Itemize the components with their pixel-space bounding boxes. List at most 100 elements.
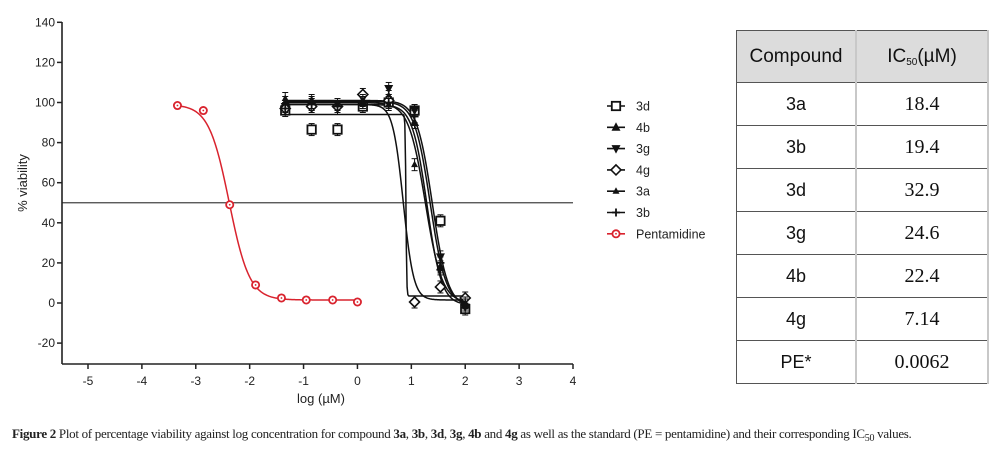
point-pentamidine-center [202,109,205,112]
header-compound: Compound [736,30,857,83]
point-3b [461,301,470,310]
table-row: 4b 22.4 [736,254,989,298]
legend-label-3d: 3d [636,100,650,114]
caption-compound: 3d [430,426,444,441]
legend-marker-4g [609,163,623,177]
caption-sub: 50 [864,433,875,444]
figure-caption: Figure 2 Plot of percentage viability ag… [12,426,912,444]
point-3b [410,112,419,121]
dose-response-chart: -20 0 20 40 60 80 100 120 140 -5 -4 -3 -2 -1 0 1 2 3 4 % v… [15,15,706,406]
cell-ic50: 32.9 [855,168,989,212]
cell-ic50: 24.6 [855,211,989,255]
cell-ic50: 19.4 [855,125,989,169]
y-tick-label: 140 [35,15,55,29]
legend-marker-4b [611,122,621,131]
x-tick-label: 1 [408,374,415,388]
ic50-table: Compound IC50(µM) 3a 18.4 3b 19.4 3d 32.9 3g 24… [736,30,989,384]
cell-compound: 3b [736,125,857,169]
figure-label: Figure 2 [12,426,56,441]
point-3b [436,258,445,267]
point-pentamidine-center [228,203,231,206]
x-tick-label: -4 [137,374,148,388]
header-ic50: IC50(µM) [855,30,989,83]
legend-marker-3a [612,187,620,194]
y-tick-label: 0 [48,296,55,310]
y-tick-label: 120 [35,55,55,69]
table-row: PE* 0.0062 [736,340,989,384]
point-3b [358,98,367,107]
point-pentamidine-center [176,104,179,107]
caption-compound: 3a [393,426,406,441]
y-tick-label: -20 [38,336,56,350]
legend: 3d 4b 3g 4g 3a 3b Pentamidine [607,100,706,241]
caption-text-2: as well as the standard (PE = pentamidin… [517,426,865,441]
x-tick-label: 4 [570,374,577,388]
y-tick-label: 80 [42,136,56,150]
point-3d [435,215,446,226]
cell-ic50: 22.4 [855,254,989,298]
x-tick-label: -3 [190,374,201,388]
table-row: 3d 32.9 [736,168,989,212]
legend-label-3g: 3g [636,142,650,156]
x-tick-label: -5 [83,374,94,388]
point-pentamidine-center [254,284,257,286]
point-3a [281,94,289,101]
header-ic50-sub: 50 [906,56,918,68]
cell-compound: 4b [736,254,857,298]
legend-marker-3d [610,100,622,112]
point-3b [307,100,316,109]
caption-compound: 4g [505,426,518,441]
legend-label-pentamidine: Pentamidine [636,227,706,241]
point-3d [332,124,343,135]
header-ic50-main: IC [887,45,907,67]
caption-compound: 4b [468,426,482,441]
legend-label-3a: 3a [636,185,650,199]
legend-label-3b: 3b [636,206,650,220]
cell-ic50: 7.14 [855,297,989,341]
table-row: 4g 7.14 [736,297,989,341]
legend-marker-3g [611,145,621,154]
table-row: 3b 19.4 [736,125,989,169]
point-3g [384,84,394,94]
x-tick-label: -1 [298,374,309,388]
table-header-row: Compound IC50(µM) [736,30,989,83]
legend-label-4b: 4b [636,121,650,135]
x-tick-label: 3 [516,374,523,388]
x-tick-label: 2 [462,374,469,388]
axes: -20 0 20 40 60 80 100 120 140 -5 -4 -3 -2 -1 0 1 2 3 4 [35,15,577,388]
legend-marker-pentamidine-center [615,232,617,235]
point-3a [411,160,419,168]
point-4g [434,280,447,294]
cell-compound: 3d [736,168,857,212]
header-ic50-unit: (µM) [917,45,957,67]
caption-text-3: values. [874,426,912,441]
point-pentamidine-center [356,301,359,303]
table-row: 3a 18.4 [736,82,989,126]
point-3d [306,124,317,135]
cell-compound: PE* [736,340,857,384]
point-4g [408,295,421,309]
point-3b [333,102,342,111]
y-tick-label: 20 [42,256,56,270]
legend-marker-3b [612,208,620,217]
point-pentamidine-center [305,299,308,301]
point-3b [384,98,393,107]
caption-text-1: Plot of percentage viability against log… [55,426,394,441]
cell-compound: 3g [736,211,857,255]
x-tick-label: -2 [244,374,255,388]
x-tick-label: 0 [354,374,361,388]
y-tick-label: 100 [35,96,55,110]
cell-ic50: 0.0062 [855,340,989,384]
caption-compound: 3g [449,426,463,441]
y-axis-title: % viability [15,154,30,212]
point-pentamidine-center [280,297,283,299]
point-pentamidine-center [331,299,334,301]
data-points [172,81,472,316]
table-row: 3g 24.6 [736,211,989,255]
cell-ic50: 18.4 [855,82,989,126]
caption-compound: 3b [411,426,425,441]
legend-label-4g: 4g [636,163,650,177]
y-tick-label: 60 [42,176,56,190]
fit-curve-3d [284,113,467,297]
x-axis-title: log (µM) [297,391,345,406]
